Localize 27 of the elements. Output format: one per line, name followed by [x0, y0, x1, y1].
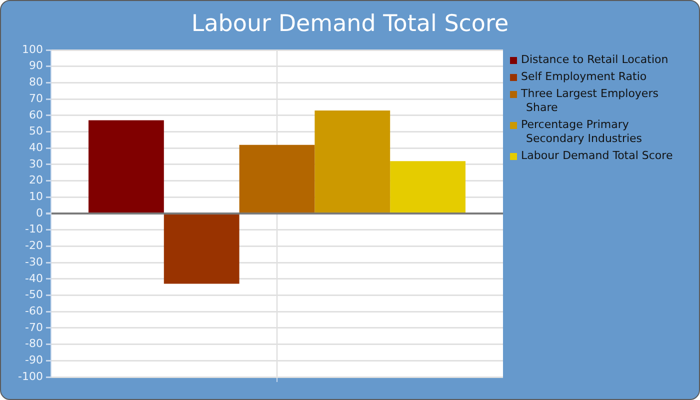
legend-label: Three Largest Employers Share — [521, 87, 660, 115]
y-tick-label: -10 — [25, 222, 43, 236]
y-tick-label: 80 — [29, 76, 43, 89]
y-tick-label: 40 — [29, 140, 43, 154]
y-tick-label: 30 — [29, 157, 43, 170]
legend-label: Labour Demand Total Score — [521, 149, 674, 163]
y-tick-label: 60 — [29, 108, 43, 122]
chart-title: Labour Demand Total Score — [190, 10, 510, 39]
y-tick-label: 20 — [29, 174, 43, 187]
y-tick-label: -60 — [25, 304, 43, 318]
y-tick-label: 10 — [29, 190, 43, 204]
y-tick-label: -100 — [18, 370, 43, 383]
y-tick-label: 90 — [29, 59, 43, 72]
legend-label: Percentage Primary Secondary Industries — [521, 118, 644, 146]
y-tick-label: -70 — [25, 320, 43, 334]
legend-label: Self Employment Ratio — [521, 70, 648, 84]
y-tick-label: -50 — [25, 288, 43, 302]
y-tick-label: -90 — [25, 354, 43, 367]
y-tick-label: 100 — [22, 42, 43, 56]
y-tick-label: -30 — [25, 255, 43, 268]
y-tick-label: 0 — [36, 206, 43, 220]
y-tick-label: 70 — [29, 92, 43, 105]
y-tick-label: -20 — [25, 239, 43, 252]
legend-label: Distance to Retail Location — [521, 53, 670, 67]
y-tick-label: -80 — [25, 337, 43, 350]
y-tick-label: 50 — [29, 124, 43, 138]
y-tick-label: -40 — [25, 272, 43, 285]
